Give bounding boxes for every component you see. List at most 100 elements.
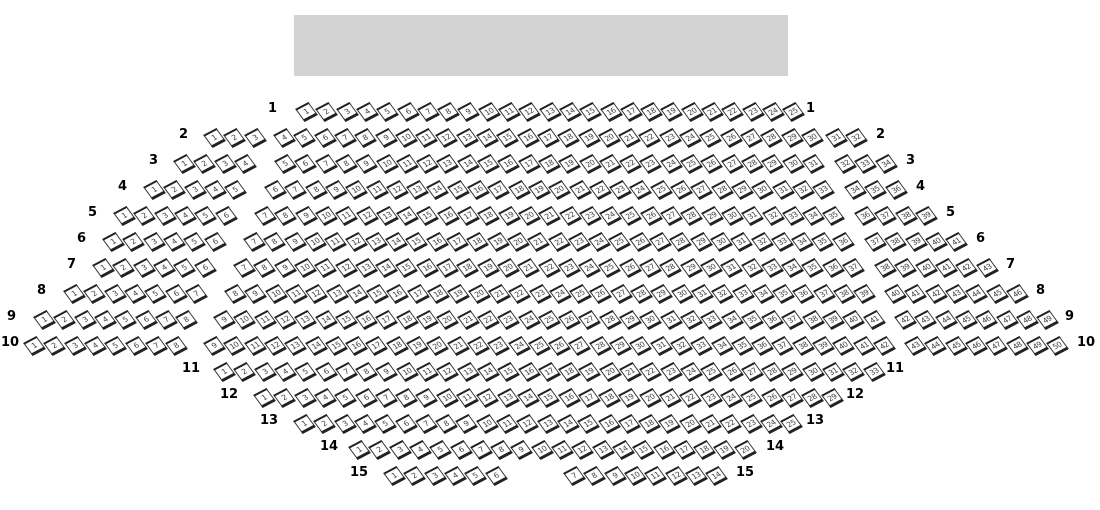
seat[interactable]: 47 xyxy=(985,335,1009,357)
seat[interactable]: 33 xyxy=(781,205,805,227)
seat[interactable]: 4 xyxy=(274,361,297,383)
seat[interactable]: 6 xyxy=(354,387,378,409)
seat[interactable]: 21 xyxy=(598,153,622,175)
seat[interactable]: 14 xyxy=(612,439,635,461)
seat[interactable]: 14 xyxy=(559,101,582,123)
seat[interactable]: 19 xyxy=(713,439,737,461)
seat[interactable]: 5 xyxy=(293,127,317,149)
seat[interactable]: 41 xyxy=(935,257,958,279)
seat[interactable]: 38 xyxy=(791,335,815,357)
seat[interactable]: 4 xyxy=(234,153,257,175)
seat[interactable]: 15 xyxy=(496,127,520,149)
seat[interactable]: 41 xyxy=(945,231,969,253)
seat[interactable]: 13 xyxy=(354,257,378,279)
seat[interactable]: 10 xyxy=(264,283,288,305)
seat[interactable]: 12 xyxy=(435,127,459,149)
seat[interactable]: 45 xyxy=(944,335,968,357)
seat[interactable]: 24 xyxy=(548,283,572,305)
seat[interactable]: 6 xyxy=(313,127,337,149)
seat[interactable]: 25 xyxy=(699,127,723,149)
seat[interactable]: 10 xyxy=(345,179,369,201)
seat[interactable]: 15 xyxy=(497,361,521,383)
seat[interactable]: 7 xyxy=(254,205,277,227)
seat[interactable]: 32 xyxy=(834,153,857,175)
seat[interactable]: 2 xyxy=(163,179,187,201)
seat[interactable]: 33 xyxy=(770,231,794,253)
seat[interactable]: 4 xyxy=(354,413,377,435)
seat[interactable]: 28 xyxy=(801,387,824,409)
seat[interactable]: 41 xyxy=(862,309,886,331)
seat[interactable]: 2 xyxy=(112,257,136,279)
seat[interactable]: 4 xyxy=(84,335,107,357)
seat[interactable]: 12 xyxy=(476,387,500,409)
seat[interactable]: 29 xyxy=(761,153,785,175)
seat[interactable]: 33 xyxy=(700,309,724,331)
seat[interactable]: 19 xyxy=(497,205,521,227)
seat[interactable]: 9 xyxy=(283,231,307,253)
seat[interactable]: 5 xyxy=(294,361,318,383)
seat[interactable]: 11 xyxy=(365,179,389,201)
seat[interactable]: 2 xyxy=(403,465,427,487)
seat[interactable]: 3 xyxy=(73,309,97,331)
seat[interactable]: 7 xyxy=(563,465,586,487)
seat[interactable]: 22 xyxy=(508,283,532,305)
seat[interactable]: 16 xyxy=(386,283,410,305)
seat[interactable]: 26 xyxy=(720,361,744,383)
seat[interactable]: 15 xyxy=(366,283,389,305)
seat[interactable]: 36 xyxy=(761,309,784,331)
seat[interactable]: 39 xyxy=(904,231,928,253)
seat[interactable]: 36 xyxy=(884,179,908,201)
seat[interactable]: 20 xyxy=(518,205,541,227)
seat[interactable]: 9 xyxy=(203,335,226,357)
seat[interactable]: 26 xyxy=(618,257,642,279)
seat[interactable]: 20 xyxy=(507,231,530,253)
seat[interactable]: 31 xyxy=(825,127,848,149)
seat[interactable]: 35 xyxy=(772,283,795,305)
seat[interactable]: 4 xyxy=(314,387,337,409)
seat[interactable]: 3 xyxy=(63,335,87,357)
seat[interactable]: 17 xyxy=(365,335,389,357)
seat[interactable]: 36 xyxy=(821,257,845,279)
seat[interactable]: 31 xyxy=(720,257,744,279)
seat[interactable]: 23 xyxy=(578,205,602,227)
seat[interactable]: 26 xyxy=(670,179,693,201)
seat[interactable]: 17 xyxy=(672,439,696,461)
seat[interactable]: 50 xyxy=(1046,335,1069,357)
seat[interactable]: 10 xyxy=(294,257,317,279)
seat[interactable]: 17 xyxy=(436,257,459,279)
seat[interactable]: 17 xyxy=(487,179,511,201)
seat[interactable]: 33 xyxy=(812,179,835,201)
seat[interactable]: 30 xyxy=(721,205,744,227)
seat[interactable]: 21 xyxy=(488,283,511,305)
seat[interactable]: 45 xyxy=(985,283,1009,305)
seat[interactable]: 36 xyxy=(751,335,774,357)
seat[interactable]: 7 xyxy=(416,101,440,123)
seat[interactable]: 17 xyxy=(457,205,480,227)
seat[interactable]: 30 xyxy=(801,361,825,383)
seat[interactable]: 10 xyxy=(304,231,327,253)
seat[interactable]: 26 xyxy=(558,309,581,331)
seat[interactable]: 21 xyxy=(618,127,641,149)
seat[interactable]: 34 xyxy=(802,205,825,227)
seat[interactable]: 42 xyxy=(924,283,948,305)
seat[interactable]: 38 xyxy=(874,257,897,279)
seat[interactable]: 26 xyxy=(589,283,613,305)
seat[interactable]: 32 xyxy=(750,231,774,253)
seat[interactable]: 18 xyxy=(427,283,450,305)
seat[interactable]: 6 xyxy=(193,257,217,279)
seat[interactable]: 48 xyxy=(1005,335,1029,357)
seat[interactable]: 17 xyxy=(619,101,643,123)
seat[interactable]: 23 xyxy=(659,361,683,383)
seat[interactable]: 28 xyxy=(659,257,683,279)
seat[interactable]: 29 xyxy=(619,309,642,331)
seat[interactable]: 9 xyxy=(415,387,439,409)
seat[interactable]: 12 xyxy=(516,413,540,435)
seat[interactable]: 39 xyxy=(853,283,877,305)
seat[interactable]: 28 xyxy=(669,231,693,253)
seat[interactable]: 21 xyxy=(699,413,722,435)
seat[interactable]: 38 xyxy=(801,309,825,331)
seat[interactable]: 31 xyxy=(659,309,683,331)
seat[interactable]: 42 xyxy=(873,335,896,357)
seat[interactable]: 25 xyxy=(527,335,551,357)
seat[interactable]: 43 xyxy=(975,257,999,279)
